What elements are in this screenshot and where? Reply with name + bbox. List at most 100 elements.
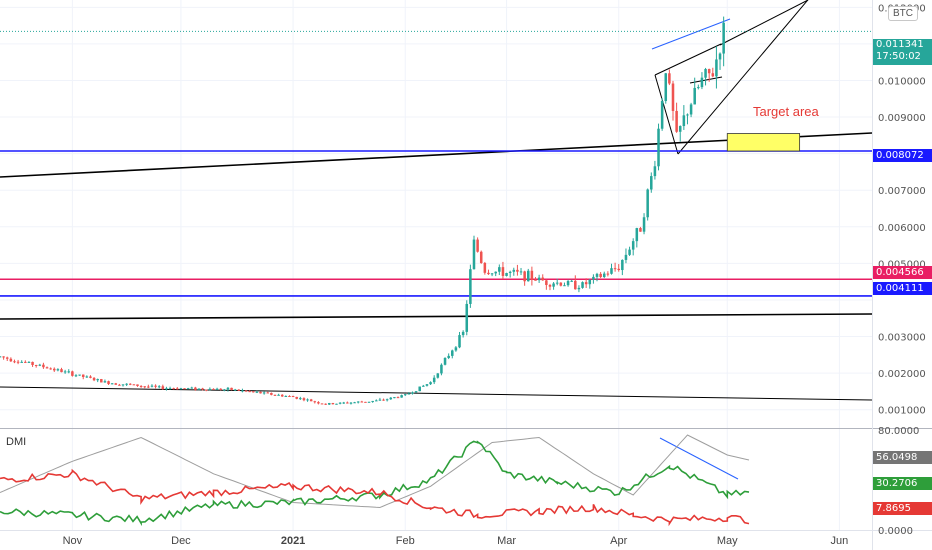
candle-down (147, 386, 150, 388)
candle-up (349, 402, 353, 404)
candle-up (657, 128, 660, 167)
candle-down (584, 282, 588, 285)
candle-up (447, 355, 450, 359)
candle-down (53, 368, 56, 371)
candle-up (400, 395, 403, 398)
candle-up (157, 386, 161, 388)
candle-up (338, 402, 342, 404)
candle-up (168, 388, 172, 390)
candle-down (49, 368, 52, 370)
trendline (654, 74, 679, 155)
x-axis-label: Dec (171, 535, 191, 547)
candle-up (335, 403, 338, 405)
dmi-line-minus_di (0, 468, 750, 527)
candle-down (309, 399, 313, 402)
candle-up (226, 387, 230, 390)
level-tag-red: 0.004566 (873, 266, 932, 279)
candle-down (201, 388, 204, 390)
x-axis-label: Jun (831, 535, 849, 547)
candle-down (364, 401, 367, 403)
candle-down (194, 387, 197, 390)
candle-down (45, 367, 49, 369)
candle-down (161, 386, 165, 390)
candle-up (342, 402, 346, 404)
x-axis-label: Nov (63, 535, 83, 547)
candle-up (67, 371, 71, 373)
candle-up (233, 389, 237, 391)
candle-up (403, 394, 407, 396)
candle-down (60, 369, 63, 373)
price-axis-label: 0.005000 (878, 259, 926, 270)
candle-down (13, 361, 16, 363)
candle-down (266, 392, 270, 394)
candle-down (483, 262, 487, 273)
price-axis-label: 0.001000 (878, 406, 926, 417)
minus-di-tag: 7.8695 (873, 502, 932, 515)
candle-up (469, 269, 472, 304)
candle-down (219, 388, 222, 390)
candle-up (570, 280, 573, 282)
candle-down (81, 374, 85, 378)
candle-down (324, 403, 327, 405)
currency-badge[interactable]: BTC (888, 6, 918, 21)
candle-up (624, 254, 628, 260)
candle-down (295, 396, 298, 399)
candle-down (34, 364, 38, 366)
candle-up (508, 271, 512, 274)
candle-up (20, 361, 23, 363)
candle-up (689, 104, 693, 115)
candle-up (443, 358, 447, 365)
candle-down (128, 383, 132, 385)
candle-down (24, 361, 27, 363)
candle-up (693, 87, 696, 105)
candle-down (396, 397, 400, 399)
dmi-pane (0, 434, 750, 527)
candle-down (530, 270, 534, 280)
candle-down (476, 239, 479, 252)
candle-down (331, 403, 335, 405)
candle-up (277, 394, 280, 396)
candle-up (566, 281, 570, 286)
candle-up (490, 273, 494, 275)
x-axis-label: Feb (396, 535, 415, 547)
price-axis-label: 0.003000 (878, 333, 926, 344)
candle-up (498, 267, 501, 272)
candle-up (223, 389, 226, 391)
candle-up (722, 22, 725, 54)
candle-down (172, 388, 175, 390)
candle-down (71, 371, 74, 376)
candle-up (715, 59, 718, 77)
candle-up (635, 228, 639, 242)
dmi-indicator-label[interactable]: DMI (6, 436, 27, 448)
candle-up (150, 385, 154, 387)
candle-up (378, 399, 382, 401)
candle-down (31, 361, 34, 365)
candle-up (284, 396, 288, 398)
trendline (654, 43, 722, 76)
candle-up (215, 388, 219, 390)
candle-up (432, 377, 436, 383)
candle-up (375, 400, 378, 402)
dmi-line-plus_di (0, 440, 750, 527)
price-axis-label: 0.007000 (878, 186, 926, 197)
price-axis-label: 0.006000 (878, 223, 926, 234)
candle-up (631, 241, 635, 250)
candle-up (465, 303, 469, 332)
candle-up (121, 384, 125, 386)
candle-down (139, 386, 143, 388)
candle-down (9, 358, 13, 362)
candle-up (653, 166, 657, 177)
candle-up (718, 53, 722, 60)
candle-down (320, 403, 324, 405)
candle-up (436, 373, 440, 378)
candle-up (255, 391, 259, 393)
trendline (0, 386, 873, 401)
candle-up (592, 276, 595, 280)
candle-up (262, 392, 266, 394)
candle-up (367, 401, 371, 403)
candle-up (96, 379, 99, 381)
target-area-label: Target area (753, 104, 819, 119)
trendline (0, 132, 873, 178)
